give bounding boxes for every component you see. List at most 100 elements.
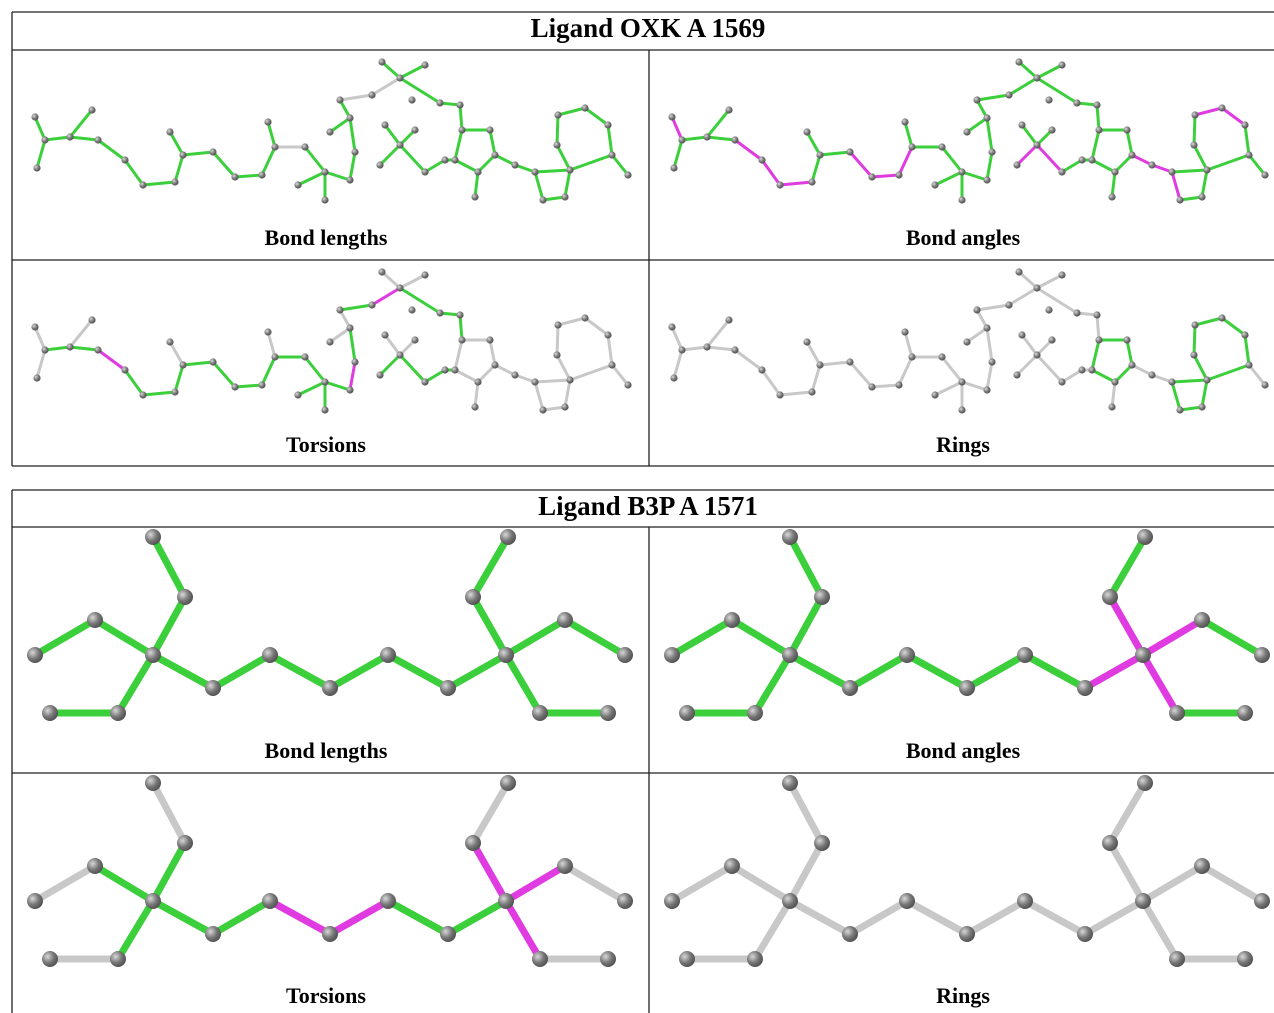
caption: Rings xyxy=(936,983,990,1008)
atom xyxy=(895,171,902,178)
atom xyxy=(1015,58,1022,65)
atom xyxy=(42,705,58,721)
atom xyxy=(617,893,633,909)
atom xyxy=(664,647,680,663)
atom xyxy=(1078,366,1085,373)
atom xyxy=(814,835,830,851)
atom xyxy=(1254,647,1270,663)
atom xyxy=(396,351,403,358)
atom xyxy=(33,374,40,381)
atom xyxy=(421,378,428,385)
molecule xyxy=(31,268,631,413)
atom xyxy=(1218,314,1225,321)
atom xyxy=(209,148,216,155)
atom xyxy=(231,173,238,180)
bond xyxy=(213,901,270,934)
atom xyxy=(973,306,980,313)
caption: Bond angles xyxy=(906,225,1021,250)
atom xyxy=(368,91,375,98)
bond xyxy=(732,620,790,655)
atom xyxy=(553,141,560,148)
atom xyxy=(1148,371,1155,378)
bond xyxy=(1017,355,1037,375)
atom xyxy=(566,166,573,173)
bond xyxy=(977,305,1009,310)
atom xyxy=(471,403,478,410)
bond xyxy=(400,65,425,78)
atom xyxy=(782,529,798,545)
atom xyxy=(931,181,938,188)
atom xyxy=(983,386,990,393)
atom xyxy=(1194,858,1210,874)
atom xyxy=(1190,141,1197,148)
bond xyxy=(967,901,1025,934)
bond xyxy=(1207,365,1249,380)
bond xyxy=(1127,130,1132,155)
bond xyxy=(175,365,183,392)
bond xyxy=(1172,380,1207,382)
bond xyxy=(905,122,912,147)
atom xyxy=(471,193,478,200)
atom xyxy=(376,371,383,378)
atom xyxy=(326,338,333,345)
bond xyxy=(674,350,682,378)
atom xyxy=(1245,361,1252,368)
bond xyxy=(400,275,425,288)
atom xyxy=(465,835,481,851)
bond xyxy=(473,783,508,843)
bond xyxy=(612,365,628,385)
atom xyxy=(608,361,615,368)
molecule xyxy=(664,775,1270,967)
atom xyxy=(1073,309,1080,316)
bond xyxy=(1085,655,1143,688)
atom xyxy=(731,136,738,143)
atom xyxy=(1045,306,1052,313)
bond xyxy=(807,342,820,365)
atom xyxy=(301,143,308,150)
bond xyxy=(1172,382,1180,410)
bond xyxy=(143,392,175,395)
atom xyxy=(322,680,338,696)
molecule xyxy=(31,58,631,203)
atom xyxy=(396,74,403,81)
caption: Rings xyxy=(936,432,990,457)
bond xyxy=(400,288,440,313)
atom xyxy=(868,383,875,390)
atom xyxy=(1198,403,1205,410)
bond xyxy=(1022,335,1037,355)
bond xyxy=(557,115,558,145)
bond xyxy=(330,118,350,132)
bond xyxy=(400,78,440,103)
atom xyxy=(31,323,38,330)
bond xyxy=(268,332,275,357)
atom xyxy=(958,406,965,413)
atom xyxy=(1017,893,1033,909)
bond xyxy=(388,901,448,934)
atom xyxy=(258,381,265,388)
atom xyxy=(1191,321,1198,328)
molecule xyxy=(668,268,1268,413)
bond xyxy=(557,145,570,170)
atom xyxy=(1176,406,1183,413)
atom xyxy=(1005,91,1012,98)
bond xyxy=(672,327,682,350)
bond xyxy=(790,597,822,655)
atom xyxy=(678,346,685,353)
atom xyxy=(1033,284,1040,291)
bond xyxy=(790,843,822,901)
atom xyxy=(500,775,516,791)
bond xyxy=(70,137,98,140)
atom xyxy=(145,529,161,545)
atom xyxy=(491,361,498,368)
bond xyxy=(35,327,45,350)
bond xyxy=(372,288,400,305)
bond xyxy=(807,132,820,155)
atom xyxy=(351,358,358,365)
bond xyxy=(1019,62,1037,78)
atom xyxy=(456,311,463,318)
bond xyxy=(1143,655,1177,713)
atom xyxy=(1241,121,1248,128)
bond xyxy=(707,137,735,140)
atom xyxy=(441,366,448,373)
bond xyxy=(565,170,570,197)
